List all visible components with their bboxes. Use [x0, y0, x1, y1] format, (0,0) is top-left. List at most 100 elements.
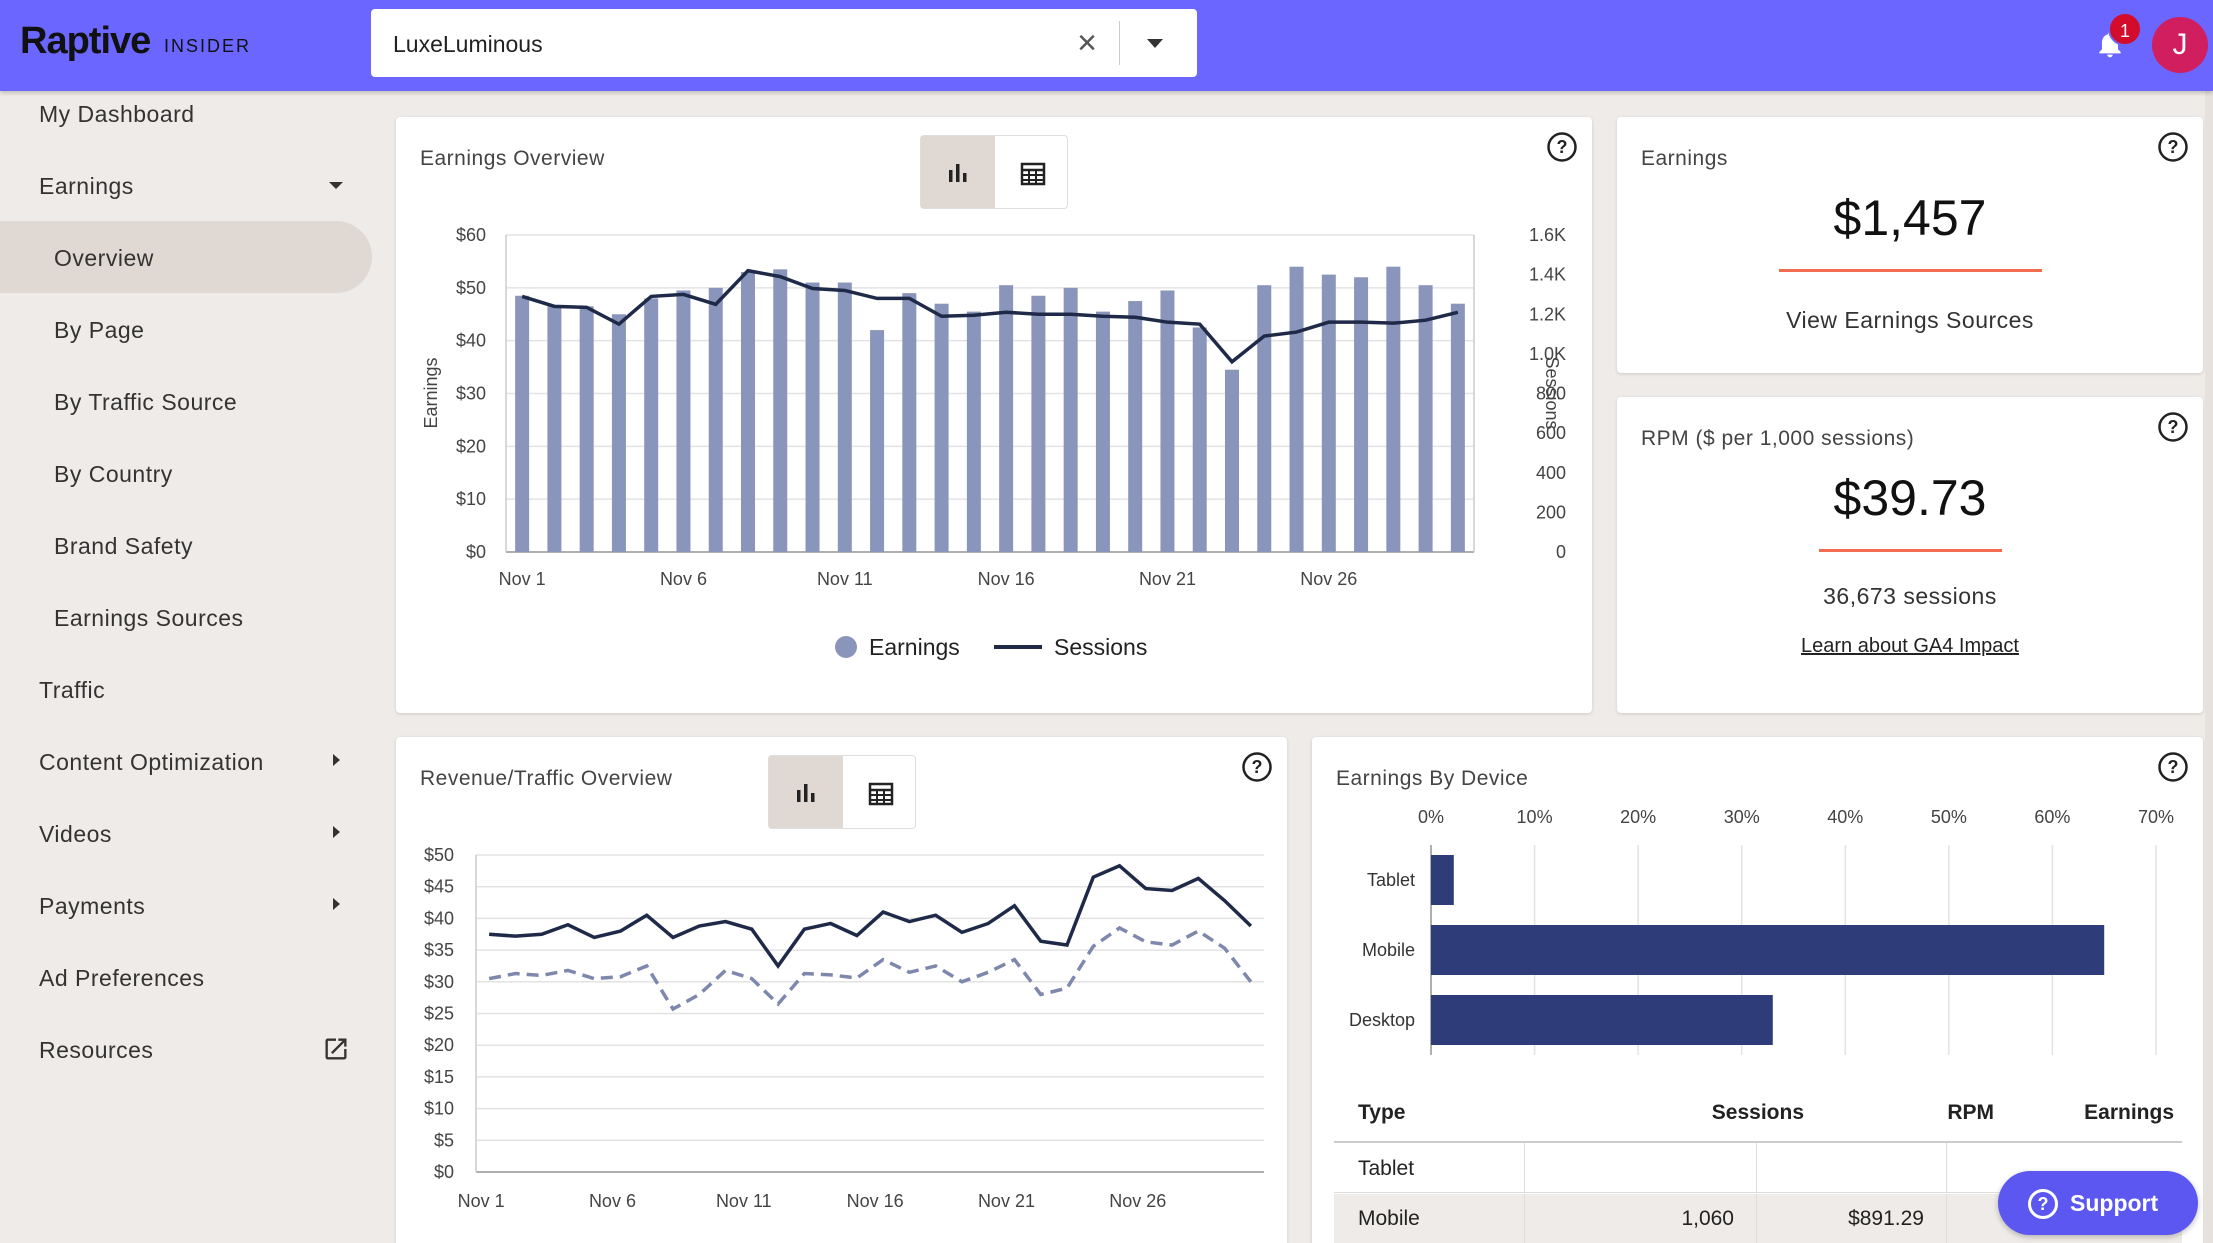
sidebar-item-label: Videos [39, 821, 112, 847]
scrollbar-track[interactable] [2205, 91, 2213, 1243]
site-selector[interactable]: LuxeLuminous × [371, 9, 1197, 77]
traffic-line [488, 925, 1253, 1012]
earnings-bar [1450, 303, 1465, 552]
device-bar [1431, 995, 1773, 1045]
sidebar-item-traffic[interactable]: Traffic [0, 653, 372, 725]
sidebar-item-my-dashboard[interactable]: My Dashboard [0, 77, 372, 149]
help-icon[interactable]: ? [1546, 131, 1578, 163]
col-divider [1756, 1194, 1757, 1243]
sidebar-item-content-optimization[interactable]: Content Optimization [0, 725, 372, 797]
support-button[interactable]: ? Support [1998, 1171, 2198, 1235]
device-label: Mobile [1362, 940, 1415, 960]
sidebar: My Dashboard Earnings Overview By Page By Tr… [0, 91, 380, 1243]
sidebar-item-payments[interactable]: Payments [0, 869, 372, 941]
rpm-card: RPM ($ per 1,000 sessions) ? $39.73 36,6… [1617, 397, 2203, 713]
earnings-card-title: Earnings [1641, 147, 1728, 170]
col-header-type[interactable]: Type [1358, 1101, 1406, 1124]
y-tick-label: $10 [456, 489, 486, 509]
sidebar-item-label: Earnings Sources [54, 605, 244, 631]
x-tick-label: 70% [2138, 807, 2174, 827]
help-icon[interactable]: ? [1241, 751, 1273, 783]
earnings-overview-title: Earnings Overview [420, 147, 605, 170]
sidebar-item-ad-preferences[interactable]: Ad Preferences [0, 941, 372, 1013]
x-tick-label: Nov 26 [1109, 1191, 1166, 1211]
x-tick-label: Nov 11 [716, 1191, 772, 1211]
revenue-traffic-title: Revenue/Traffic Overview [420, 767, 673, 790]
sidebar-item-resources[interactable]: Resources [0, 1013, 372, 1085]
earnings-bar [773, 269, 788, 552]
earnings-bar [1031, 295, 1046, 552]
x-tick-label: Nov 6 [660, 569, 707, 589]
help-icon[interactable]: ? [2157, 411, 2189, 443]
sidebar-item-overview[interactable]: Overview [0, 221, 372, 293]
help-icon: ? [2028, 1189, 2058, 1219]
sidebar-item-by-traffic-source[interactable]: By Traffic Source [0, 365, 372, 437]
y-tick-label: $60 [456, 225, 486, 245]
svg-text:?: ? [1557, 137, 1568, 157]
sidebar-item-videos[interactable]: Videos [0, 797, 372, 869]
x-tick-label: 60% [2034, 807, 2070, 827]
sidebar-item-brand-safety[interactable]: Brand Safety [0, 509, 372, 581]
y-tick-label: $50 [456, 278, 486, 298]
earnings-bar [837, 282, 852, 552]
y-tick-label: $50 [424, 845, 454, 865]
table-view-button[interactable] [995, 136, 1068, 208]
earnings-bar [1095, 311, 1110, 552]
sidebar-item-earnings-sources[interactable]: Earnings Sources [0, 581, 372, 653]
x-tick-label: 20% [1620, 807, 1656, 827]
clear-icon[interactable]: × [1077, 24, 1097, 62]
earnings-by-device-chart: 0% 10% 20% 30% 40% 50% 60% 70% Tablet Mobile Deskt… [1349, 807, 2174, 1055]
logo-insider-label: INSIDER [164, 36, 252, 56]
help-icon[interactable]: ? [2157, 131, 2189, 163]
view-earnings-sources-link[interactable]: View Earnings Sources [1786, 307, 2034, 333]
header-divider [1334, 1141, 2182, 1143]
raptive-logo[interactable]: Raptive [20, 20, 151, 62]
y2-axis-label: Sessions [1542, 356, 1562, 429]
cell-rpm: $891.29 [1848, 1207, 1924, 1230]
chevron-down-icon [329, 182, 343, 189]
earnings-bar [547, 306, 562, 552]
earnings-bar [1354, 277, 1369, 552]
earnings-bar [741, 271, 755, 552]
col-header-sessions[interactable]: Sessions [1711, 1101, 1804, 1124]
sessions-line [521, 268, 1459, 365]
help-icon[interactable]: ? [2157, 751, 2189, 783]
x-tick-label: Nov 21 [1139, 569, 1196, 589]
earnings-bar [1321, 274, 1336, 552]
rpm-value: $39.73 [1833, 470, 1987, 526]
earnings-bar [805, 282, 820, 552]
earnings-overview-chart: $0 $10 $20 $30 $40 $50 $60 0 200 400 600 800 1.0K 1.2… [421, 225, 1566, 660]
earnings-bar [1418, 285, 1433, 552]
y-tick-label: $20 [456, 436, 486, 456]
sidebar-item-by-country[interactable]: By Country [0, 437, 372, 509]
y-tick-label: $25 [424, 1004, 454, 1024]
sidebar-item-label: By Traffic Source [54, 389, 238, 415]
col-header-rpm[interactable]: RPM [1947, 1101, 1994, 1124]
x-tick-label: Nov 1 [499, 569, 546, 589]
table-view-button[interactable] [843, 756, 916, 828]
earnings-value: $1,457 [1833, 190, 1987, 246]
earnings-bar [902, 293, 917, 552]
earnings-bar [1257, 285, 1272, 552]
bar-chart-icon [797, 784, 815, 802]
cell-type: Tablet [1358, 1157, 1415, 1180]
chart-view-button[interactable] [769, 756, 843, 828]
y2-tick-label: 800 [1536, 384, 1566, 404]
earnings-bar [1225, 369, 1239, 552]
x-tick-label: 50% [1931, 807, 1967, 827]
col-header-earnings[interactable]: Earnings [2084, 1101, 2174, 1124]
y-tick-label: $30 [424, 972, 454, 992]
earnings-bar [579, 306, 594, 552]
view-toggle [768, 755, 916, 829]
sidebar-item-earnings[interactable]: Earnings [0, 149, 372, 221]
chevron-down-icon[interactable] [1147, 39, 1163, 48]
ga4-impact-link[interactable]: Learn about GA4 Impact [1801, 635, 2019, 657]
sidebar-item-by-page[interactable]: By Page [0, 293, 372, 365]
avatar[interactable]: J [2152, 17, 2208, 73]
earnings-bar [515, 295, 530, 552]
chart-view-button[interactable] [921, 136, 995, 208]
y-axis-label: Earnings [421, 357, 441, 428]
y2-tick-label: 0 [1556, 542, 1566, 562]
cell-sessions: 1,060 [1681, 1207, 1734, 1230]
table-icon [868, 782, 894, 806]
